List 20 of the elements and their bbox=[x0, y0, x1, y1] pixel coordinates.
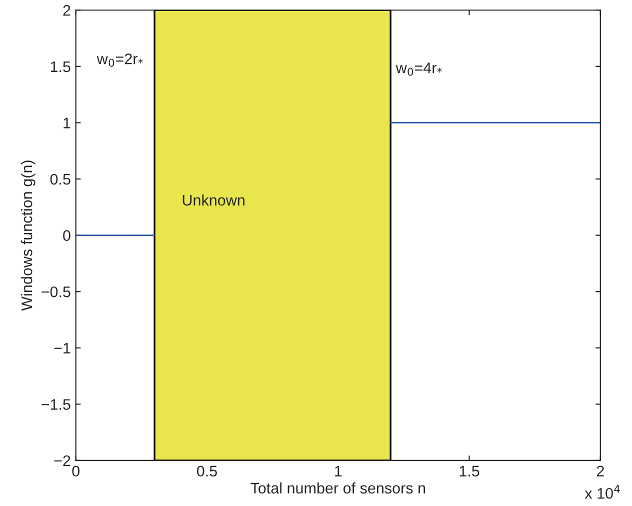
y-tick-label: −2 bbox=[54, 455, 70, 466]
x-tick-label: 0 bbox=[72, 466, 80, 477]
y-tick-label: 0 bbox=[63, 230, 70, 241]
annotation: w$_{0}$=2r$_{*}$ bbox=[96, 53, 143, 67]
text: x 10$^{4}$ bbox=[584, 484, 620, 499]
y-tick-label: −1 bbox=[54, 342, 70, 354]
x-tick-label: 2 bbox=[596, 466, 604, 476]
y-tick-label: 1 bbox=[64, 118, 70, 128]
y-tick-label: 1.5 bbox=[50, 61, 70, 72]
x-tick-label: 1.5 bbox=[460, 466, 480, 477]
y-tick-label: 0.5 bbox=[50, 174, 70, 185]
x-tick-label: 1 bbox=[335, 466, 342, 476]
x-tick-label: 0.5 bbox=[196, 466, 217, 477]
x-axis-title: Total number of sensors n bbox=[250, 482, 426, 494]
y-tick-label: −0.5 bbox=[42, 286, 70, 298]
annotation: w$_{0}$=4r$_{*}$ bbox=[396, 62, 442, 76]
y-tick-label: 2 bbox=[63, 4, 70, 16]
y-tick-label: −1.5 bbox=[42, 399, 70, 410]
y-axis-title: Windows function g(n) bbox=[21, 160, 36, 311]
band-label: Unknown bbox=[182, 194, 244, 206]
